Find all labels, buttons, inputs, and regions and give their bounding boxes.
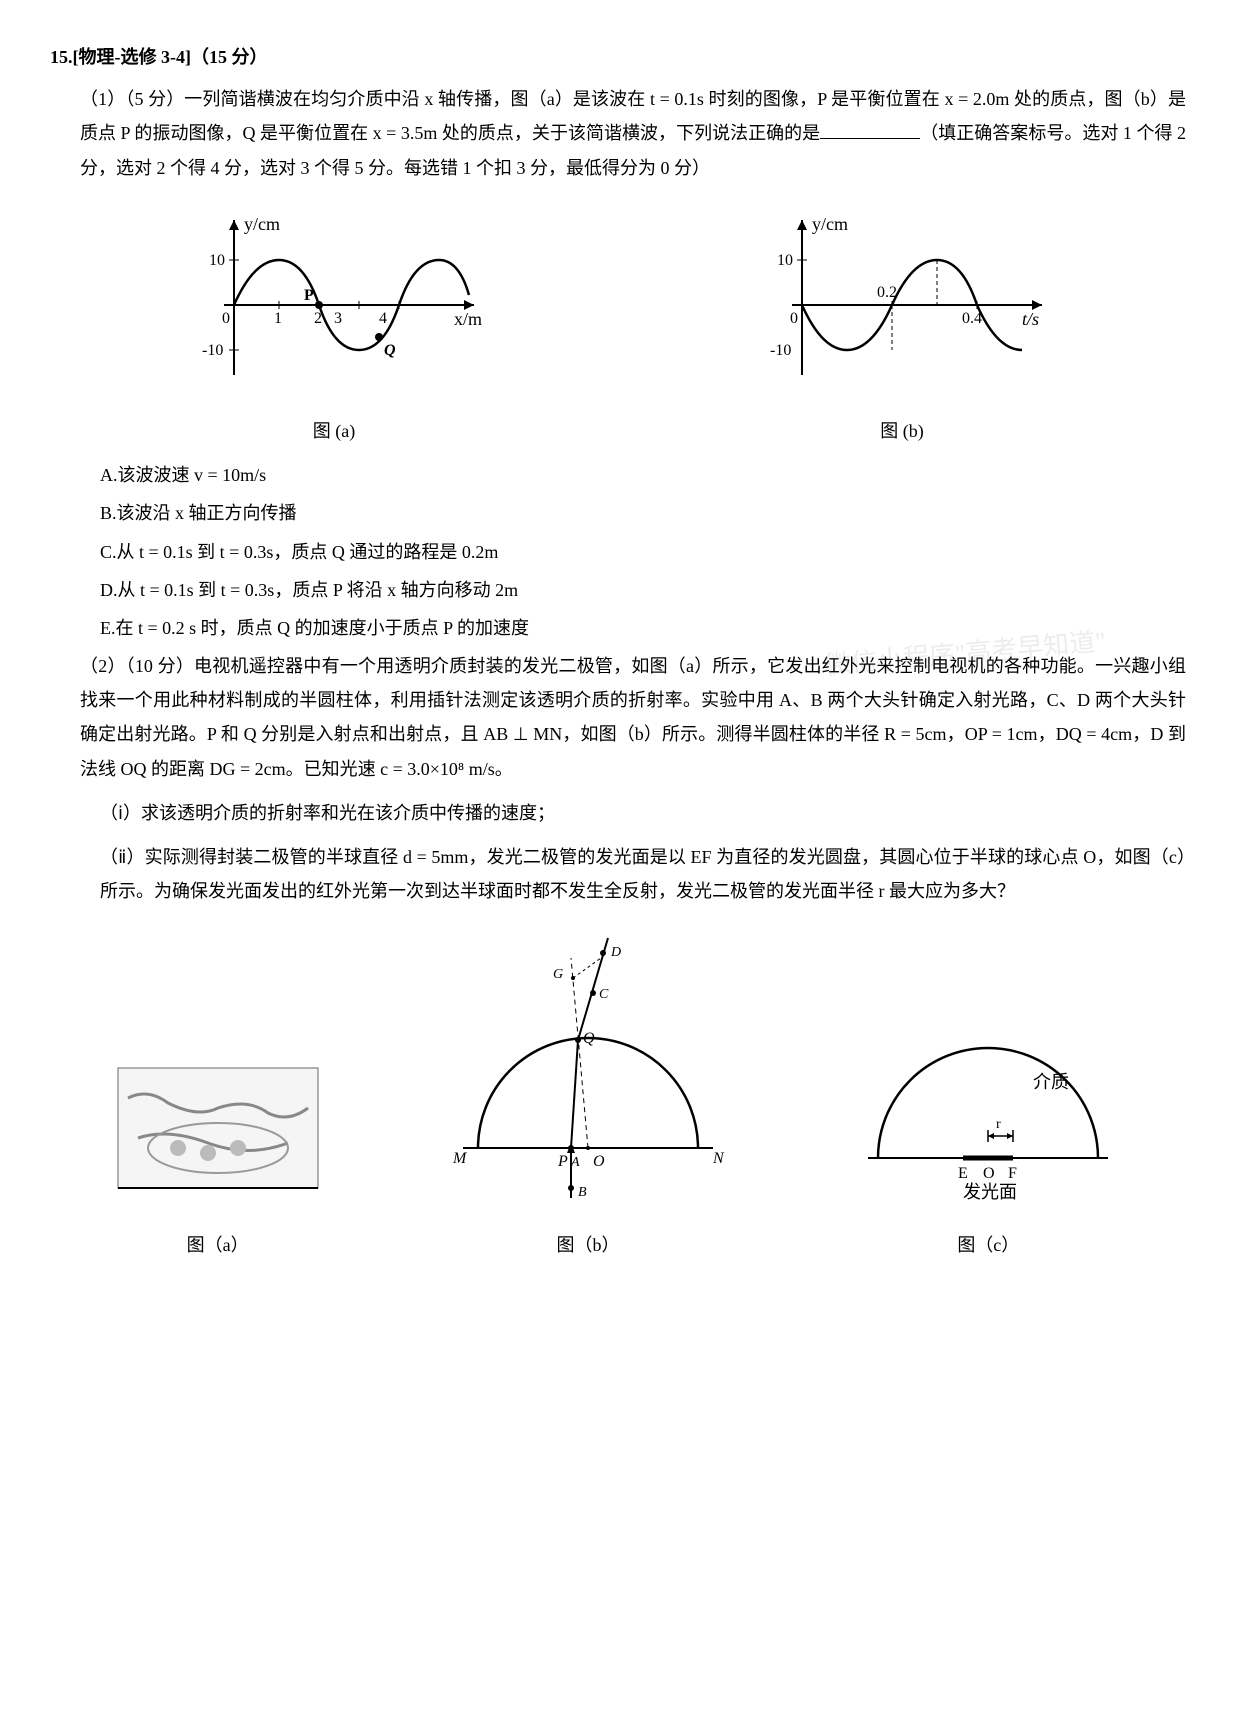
q1-text: （1）（5 分）一列简谐横波在均匀介质中沿 x 轴传播，图（a）是该波在 t =… xyxy=(50,82,1186,185)
fig-a-x0: 0 xyxy=(222,310,230,327)
label-M: M xyxy=(452,1150,468,1167)
svg-text:3: 3 xyxy=(334,310,342,327)
fig-b-ylabel: y/cm xyxy=(812,214,848,234)
point-P: P xyxy=(304,287,314,304)
fig-a-ylabel: y/cm xyxy=(244,214,280,234)
q2-main: （2）（10 分）电视机遥控器中有一个用透明介质封装的发光二极管，如图（a）所示… xyxy=(80,656,1186,779)
label-C: C xyxy=(599,987,609,1002)
q2-sub-i: （ⅰ）求该透明介质的折射率和光在该介质中传播的速度； xyxy=(50,796,1186,830)
q2-fig-b-svg: M N O P A B Q C xyxy=(443,928,733,1208)
fig-a-ym10: -10 xyxy=(202,342,223,359)
figure-a-block: y/cm x/m 10 -10 0 1 2 3 4 P Q xyxy=(184,205,484,448)
option-B: B.该波沿 x 轴正方向传播 xyxy=(50,496,1186,530)
label-O: O xyxy=(593,1153,605,1170)
label-D: D xyxy=(610,945,621,960)
q2-fig-b-cap: 图（b） xyxy=(443,1228,733,1262)
svg-text:0: 0 xyxy=(790,310,798,327)
label-P: P xyxy=(557,1153,568,1170)
label-medium: 介质 xyxy=(1033,1072,1069,1092)
label-surface: 发光面 xyxy=(963,1182,1017,1202)
q2-fig-a: 图（a） xyxy=(108,1048,328,1261)
q2-sub-ii: （ⅱ）实际测得封装二极管的半球直径 d = 5mm，发光二极管的发光面是以 EF… xyxy=(50,840,1186,908)
option-E: E.在 t = 0.2 s 时，质点 Q 的加速度小于质点 P 的加速度 xyxy=(50,611,1186,645)
point-Q: Q xyxy=(384,342,396,359)
svg-text:4: 4 xyxy=(379,310,387,327)
q2-text: 微信小程序"高考早知道" （2）（10 分）电视机遥控器中有一个用透明介质封装的… xyxy=(50,649,1186,786)
fig-b-y10: 10 xyxy=(777,252,793,269)
label-O2: O xyxy=(983,1165,995,1182)
fig-b-caption: 图 (b) xyxy=(752,414,1052,448)
figure-a-svg: y/cm x/m 10 -10 0 1 2 3 4 P Q xyxy=(184,205,484,395)
label-N: N xyxy=(712,1150,725,1167)
q2-fig-a-svg xyxy=(108,1048,328,1208)
figure-b-block: y/cm t/s 10 -10 0 0.2 0.4 图 (b) xyxy=(752,205,1052,448)
blank-fill xyxy=(820,120,920,139)
label-B: B xyxy=(578,1185,587,1200)
q2-figures: 图（a） M N O P A B Q xyxy=(50,928,1186,1261)
q2-fig-c-cap: 图（c） xyxy=(848,1228,1128,1262)
fig-a-xlabel: x/m xyxy=(454,309,482,329)
q1-figures: y/cm x/m 10 -10 0 1 2 3 4 P Q xyxy=(50,205,1186,448)
option-A: A.该波波速 v = 10m/s xyxy=(50,458,1186,492)
option-C: C.从 t = 0.1s 到 t = 0.3s，质点 Q 通过的路程是 0.2m xyxy=(50,535,1186,569)
label-E: E xyxy=(958,1165,968,1182)
figure-b-svg: y/cm t/s 10 -10 0 0.2 0.4 xyxy=(752,205,1052,395)
label-G: G xyxy=(553,967,563,982)
fig-b-xlabel: t/s xyxy=(1022,309,1039,329)
label-r: r xyxy=(996,1117,1001,1132)
fig-b-x04: 0.4 xyxy=(962,310,982,327)
fig-a-y10: 10 xyxy=(209,252,225,269)
q2-fig-c-svg: 介质 E O F r 发光面 xyxy=(848,998,1128,1208)
q2-fig-a-cap: 图（a） xyxy=(108,1228,328,1262)
label-Q: Q xyxy=(583,1030,595,1047)
fig-b-ym10: -10 xyxy=(770,342,791,359)
option-D: D.从 t = 0.1s 到 t = 0.3s，质点 P 将沿 x 轴方向移动 … xyxy=(50,573,1186,607)
svg-text:1: 1 xyxy=(274,310,282,327)
q2-fig-b: M N O P A B Q C xyxy=(443,928,733,1261)
fig-a-caption: 图 (a) xyxy=(184,414,484,448)
label-F: F xyxy=(1008,1165,1017,1182)
q2-fig-c: 介质 E O F r 发光面 图（c） xyxy=(848,998,1128,1261)
question-header: 15.[物理-选修 3-4]（15 分） xyxy=(50,40,1186,74)
